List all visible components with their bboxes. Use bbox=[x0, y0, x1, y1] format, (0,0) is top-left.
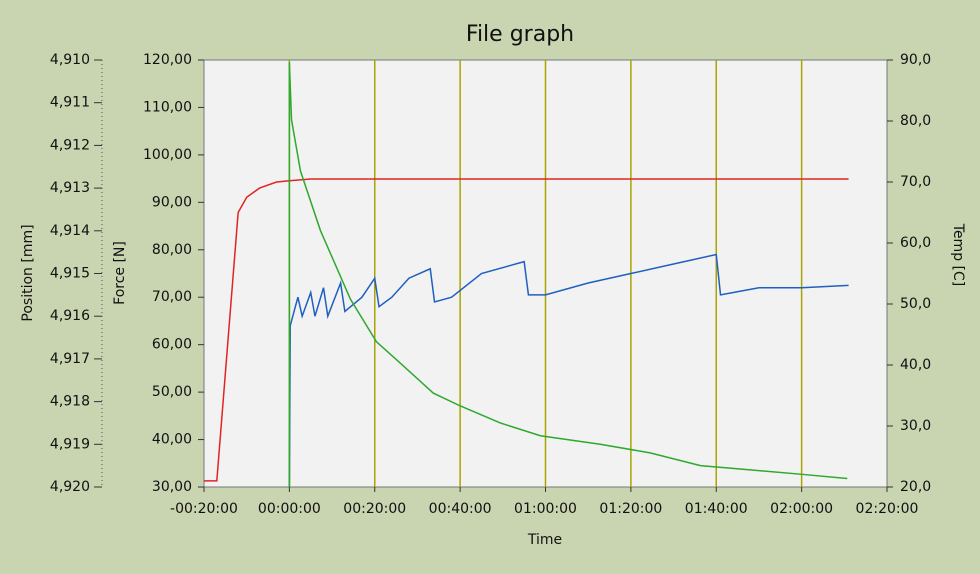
x-tick-label: -00:20:00 bbox=[170, 501, 238, 517]
yticks-label: 30,00 bbox=[152, 479, 192, 495]
x-tick-label: 00:40:00 bbox=[429, 501, 492, 517]
y3ticks-label: 4,917 bbox=[50, 351, 90, 367]
y3ticks-label: 4,913 bbox=[50, 180, 90, 196]
y3ticks-label: 4,911 bbox=[50, 95, 90, 111]
y2ticks-label: 50,0 bbox=[900, 296, 931, 312]
line-series bbox=[288, 62, 848, 487]
x-axis-label: Time bbox=[527, 532, 562, 548]
y2ticks-label: 80,0 bbox=[900, 113, 931, 129]
yticks-label: 50,00 bbox=[152, 384, 192, 400]
y2ticks-label: 60,0 bbox=[900, 235, 931, 251]
y3ticks-label: 4,918 bbox=[50, 394, 90, 410]
y2ticks-label: 90,0 bbox=[900, 52, 931, 68]
y3ticks-label: 4,916 bbox=[50, 308, 90, 324]
chart-title: File graph bbox=[466, 22, 574, 47]
x-tick-label: 02:20:00 bbox=[856, 501, 919, 517]
y3ticks-label: 4,912 bbox=[50, 137, 90, 153]
y2ticks-label: 70,0 bbox=[900, 174, 931, 190]
yticks-label: 120,00 bbox=[143, 52, 192, 68]
y3ticks-label: 4,910 bbox=[50, 52, 90, 68]
line-series bbox=[288, 253, 849, 488]
y-axis-label: Force [N] bbox=[112, 241, 128, 305]
yticks-label: 100,00 bbox=[143, 147, 192, 163]
yticks-label: 110,00 bbox=[143, 99, 192, 115]
x-tick-label: 01:40:00 bbox=[685, 501, 748, 517]
yticks-label: 40,00 bbox=[152, 432, 192, 448]
x-tick-label: 01:00:00 bbox=[514, 501, 577, 517]
yticks-label: 80,00 bbox=[152, 242, 192, 258]
y2-axis-label: Temp [C] bbox=[950, 223, 966, 286]
y2ticks-label: 20,0 bbox=[900, 479, 931, 495]
y2ticks-label: 30,0 bbox=[900, 418, 931, 434]
y3ticks-label: 4,915 bbox=[50, 266, 90, 282]
y2ticks-label: 40,0 bbox=[900, 357, 931, 373]
y3ticks-label: 4,919 bbox=[50, 436, 90, 452]
y3ticks-label: 4,914 bbox=[50, 223, 90, 239]
y3-axis-label: Position [mm] bbox=[20, 224, 36, 321]
yticks-label: 60,00 bbox=[152, 337, 192, 353]
x-tick-label: 01:20:00 bbox=[599, 501, 662, 517]
x-tick-label: 00:20:00 bbox=[343, 501, 406, 517]
x-tick-label: 02:00:00 bbox=[770, 501, 833, 517]
yticks-label: 70,00 bbox=[152, 289, 192, 305]
x-tick-label: 00:00:00 bbox=[258, 501, 321, 517]
yticks-label: 90,00 bbox=[152, 194, 192, 210]
y3ticks-label: 4,920 bbox=[50, 479, 90, 495]
